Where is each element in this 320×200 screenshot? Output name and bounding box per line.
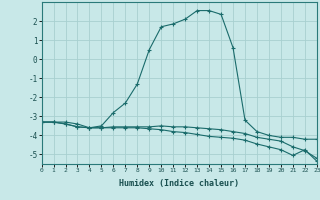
X-axis label: Humidex (Indice chaleur): Humidex (Indice chaleur): [119, 179, 239, 188]
